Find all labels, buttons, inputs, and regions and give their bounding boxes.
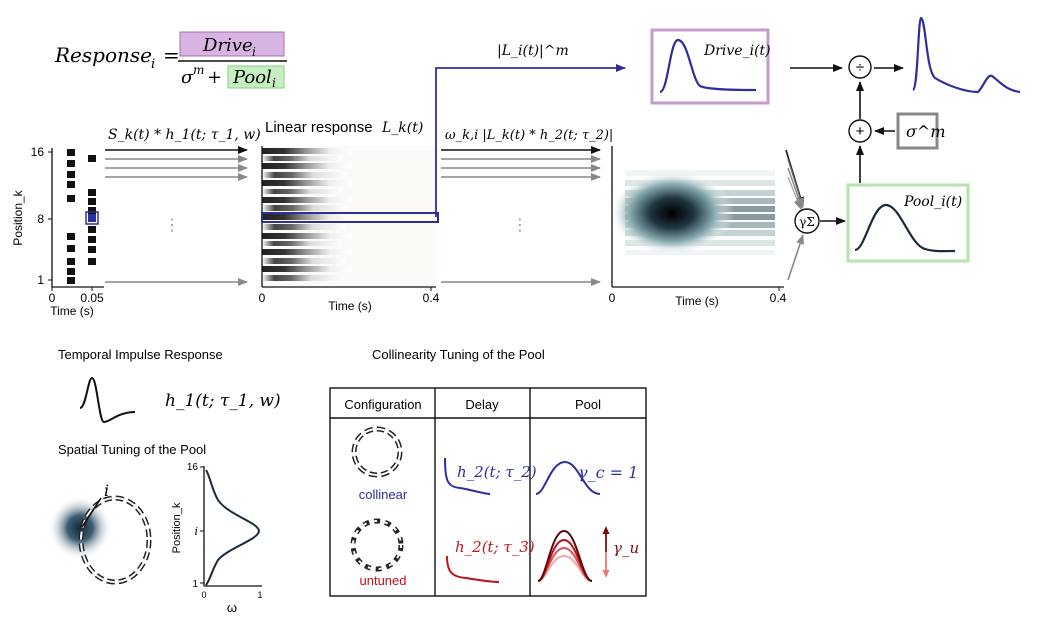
sigma-box: σ^m — [896, 112, 946, 150]
temporal-formula: h_1(t; τ_1, w) — [165, 391, 281, 411]
pool-heatmap-peak — [610, 171, 734, 255]
equation-den-pool-sub: i — [272, 76, 276, 90]
stimulus-squares — [67, 149, 99, 284]
divide-node: ÷ — [848, 55, 872, 79]
sigma-box-label: σ^m — [906, 122, 946, 141]
pool-box: Pool_i(t) — [846, 183, 970, 263]
delay-untuned-formula: h_2(t; τ_3) — [455, 538, 535, 556]
pool-untuned-gamma: γ_u — [613, 539, 639, 557]
equation-num-sub: i — [252, 45, 256, 59]
row-untuned: untuned h_2(t; τ_3) γ_u — [350, 518, 639, 588]
pool-heatmap-plot: 0 0.4 Time (s) — [604, 146, 787, 308]
pool-xtick-0: 0 — [609, 291, 616, 305]
spatial-ytick-16: 16 — [187, 462, 199, 473]
linear-xlabel: Time (s) — [328, 299, 372, 313]
spatial-title: Spatial Tuning of the Pool — [58, 442, 206, 457]
spatial-receptive-field — [48, 496, 112, 560]
stim-xtick-0: 0 — [49, 291, 56, 305]
temporal-curve — [79, 376, 136, 424]
config-untuned-label: untuned — [360, 573, 407, 588]
spatial-ylabel: Position_k — [171, 502, 183, 553]
linear-symbol: L_k(t) — [381, 120, 423, 136]
temporal-impulse-panel: Temporal Impulse Response h_1(t; τ_1, w) — [58, 347, 281, 424]
drive-path: |L_i(t)|^m — [435, 43, 626, 217]
linear-heatmap-strips — [262, 148, 352, 281]
pool-box-label: Pool_i(t) — [903, 194, 962, 210]
plus-node: + — [848, 119, 872, 143]
pool-xtick-04: 0.4 — [770, 291, 787, 305]
equation-sigma-sup: m — [193, 63, 204, 77]
pool-collinear-gamma: γ_c = 1 — [578, 463, 638, 482]
spatial-marker-i: i — [104, 481, 109, 500]
row-collinear: collinear h_2(t; τ_2) γ_c = 1 — [351, 426, 638, 502]
pool-highlight — [227, 65, 285, 89]
stimulus-raster-plot: 16 8 1 0 0.05 Time (s) Position_k — [11, 145, 104, 318]
power-label: |L_i(t)|^m — [497, 43, 569, 59]
gamma-sum-node: γΣ — [794, 208, 846, 234]
pool-untuned-curve-4 — [537, 529, 593, 582]
stim-ylabel: Position_k — [11, 189, 25, 245]
drive-box-label: Drive_i(t) — [703, 43, 771, 59]
gamma-sum-label: γΣ — [799, 215, 815, 229]
equation-lhs: Response — [54, 43, 152, 67]
linear-title: Linear response — [265, 119, 373, 136]
pool-xlabel: Time (s) — [675, 294, 719, 308]
selected-row-highlight — [261, 212, 439, 223]
spatial-xtick-0: 0 — [201, 590, 206, 600]
equation-num: Drive — [202, 35, 253, 56]
config-collinear-label: collinear — [359, 487, 408, 502]
spatial-xtick-1: 1 — [257, 590, 262, 600]
conv1-arrows: S_k(t) * h_1(t; τ_1, w) ⋮ — [105, 127, 261, 286]
sum-input-arrows — [785, 149, 805, 281]
drive-highlight — [179, 31, 285, 57]
header-configuration: Configuration — [344, 397, 421, 412]
equation-den-pool: Pool — [232, 67, 272, 88]
equation-sigma: σ — [181, 67, 194, 88]
spatial-pointer — [81, 497, 102, 528]
conv2-ellipsis: ⋮ — [512, 217, 528, 234]
conv2-label: ω_k,i |L_k(t) * h_2(t; τ_2)| — [445, 128, 613, 143]
spatial-xlabel: ω — [227, 600, 237, 615]
linear-response-plot: Linear response L_k(t) 0 0.4 Time (s) — [259, 119, 440, 313]
equation-lhs-sub: i — [151, 57, 155, 72]
spatial-weight-curve — [205, 469, 261, 586]
stim-ytick-8: 8 — [37, 212, 44, 226]
response-curve — [911, 16, 1021, 94]
delay-untuned-curve — [446, 555, 500, 583]
header-pool: Pool — [575, 397, 601, 412]
normalization-equation: Response i = Drive i σ m + Pool i — [54, 31, 287, 90]
conv2-arrows: ω_k,i |L_k(t) * h_2(t; τ_2)| ⋮ — [441, 128, 613, 286]
spatial-tuning-panel: Spatial Tuning of the Pool i 16 i 1 0 1 … — [48, 442, 263, 615]
spatial-ytick-1: 1 — [192, 579, 198, 590]
pool-collinear-curve — [535, 460, 601, 495]
plus-symbol: + — [856, 123, 865, 140]
stim-xlabel: Time (s) — [50, 304, 94, 318]
equation-plus: + — [207, 67, 222, 88]
linear-xtick-0: 0 — [259, 291, 266, 305]
temporal-title: Temporal Impulse Response — [58, 347, 223, 362]
spatial-ytick-i: i — [194, 525, 198, 538]
pool-curve — [854, 203, 956, 253]
stim-ytick-16: 16 — [31, 145, 45, 159]
stim-xtick-005: 0.05 — [80, 291, 104, 305]
conv1-label: S_k(t) * h_1(t; τ_1, w) — [108, 127, 261, 143]
collinearity-title: Collinearity Tuning of the Pool — [372, 347, 545, 362]
collinearity-table-panel: Collinearity Tuning of the Pool Configur… — [329, 347, 647, 597]
equation-equals: = — [163, 43, 180, 67]
linear-xtick-04: 0.4 — [423, 291, 440, 305]
drive-box: Drive_i(t) — [650, 28, 771, 105]
delay-collinear-curve — [444, 457, 491, 495]
header-delay: Delay — [465, 397, 499, 412]
stim-ytick-1: 1 — [37, 273, 44, 287]
divide-symbol: ÷ — [856, 59, 864, 76]
conv1-ellipsis: ⋮ — [164, 217, 180, 234]
delay-collinear-formula: h_2(t; τ_2) — [457, 463, 537, 481]
drive-curve — [659, 38, 757, 94]
